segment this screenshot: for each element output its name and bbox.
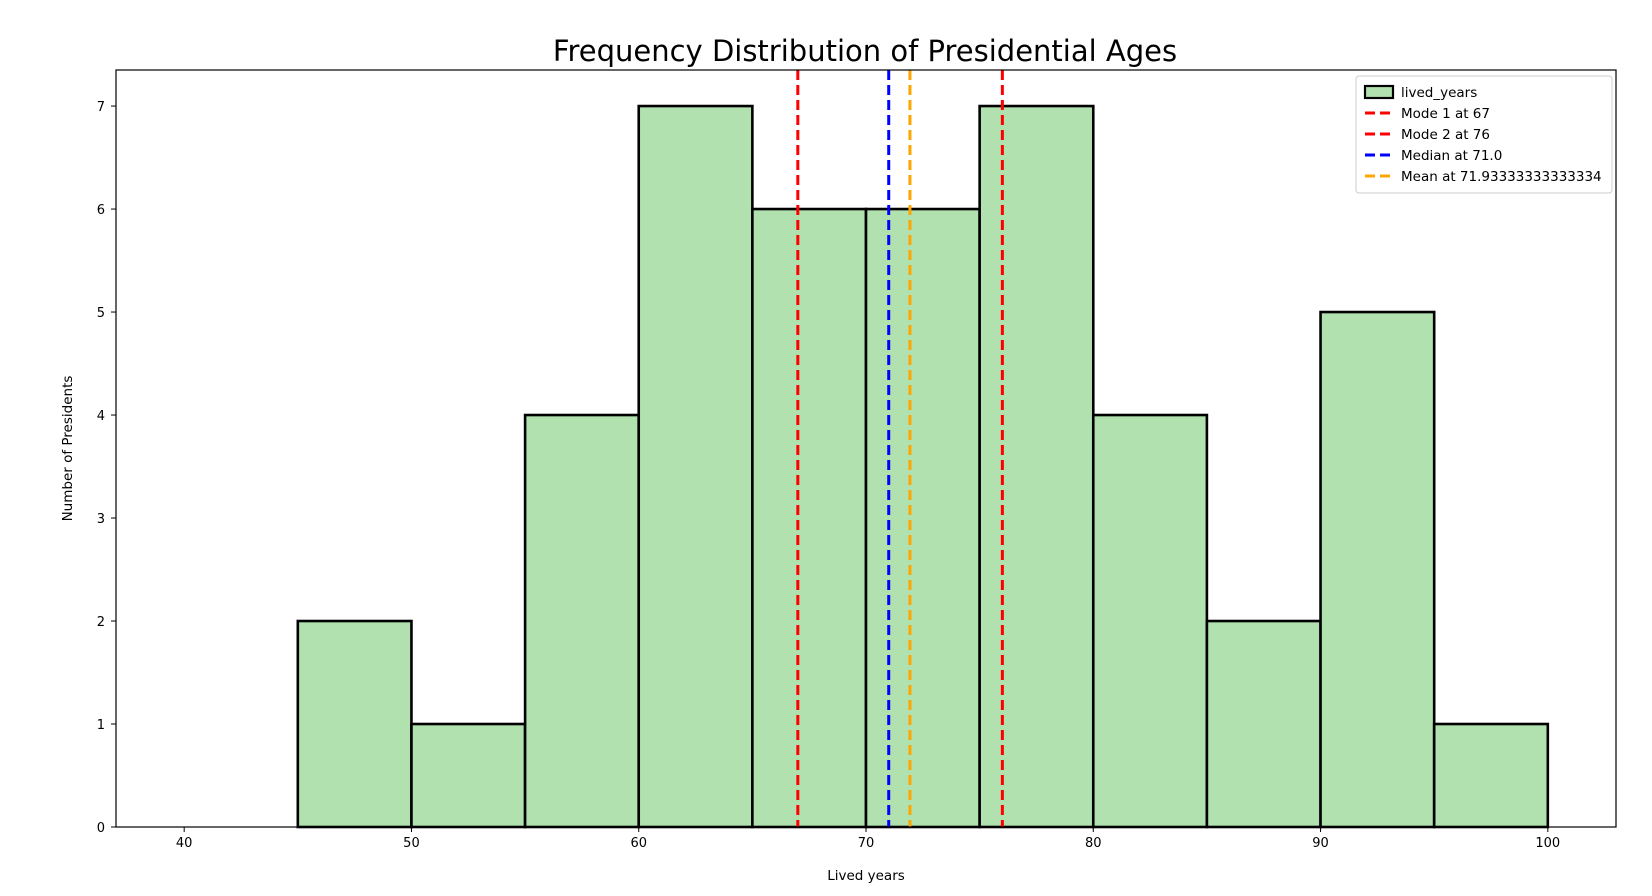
histogram-bar-95-100 — [1432, 722, 1550, 829]
histogram-bar-80-85 — [1091, 413, 1209, 829]
histogram-bar-90-95 — [1319, 310, 1436, 829]
y-tick-label-5: 5 — [97, 306, 105, 321]
x-tick-label-70: 70 — [858, 836, 875, 851]
bars-layer — [296, 104, 1550, 829]
histogram-bar-60-65 — [637, 104, 754, 829]
x-tick-label-40: 40 — [176, 836, 193, 851]
y-axis-label: Number of Presidents — [60, 376, 76, 522]
histogram-bar-50-55 — [410, 722, 527, 829]
x-tick-label-90: 90 — [1312, 836, 1329, 851]
y-tick-label-6: 6 — [97, 203, 105, 218]
y-axis-ticks: 0 1 2 3 4 5 6 7 — [97, 100, 116, 836]
histogram-bar-45-50 — [296, 619, 413, 829]
histogram-bar-65-70 — [751, 207, 868, 829]
legend-label-line-2: Mode 2 at 76 — [1401, 127, 1490, 143]
legend-swatch-bars — [1363, 84, 1395, 100]
histogram-bar-55-60 — [523, 413, 641, 829]
x-axis-label: Lived years — [827, 868, 905, 884]
legend-label-bars: lived_years — [1401, 85, 1477, 101]
y-tick-label-4: 4 — [97, 409, 105, 424]
legend-box — [1355, 75, 1613, 194]
legend: lived_years Mode 1 at 67 Mode 2 at 76 Media… — [1355, 75, 1613, 194]
reference-lines-layer — [796, 70, 1004, 827]
chart-title: Frequency Distribution of Presidential A… — [553, 34, 1177, 68]
x-axis-ticks: 40 50 60 70 80 90 100 — [176, 827, 1560, 851]
y-tick-label-3: 3 — [97, 512, 105, 527]
y-tick-label-0: 0 — [97, 821, 105, 836]
legend-label-line-1: Mode 1 at 67 — [1401, 106, 1490, 122]
legend-label-line-4: Mean at 71.93333333333334 — [1401, 169, 1602, 185]
legend-label-line-3: Median at 71.0 — [1401, 148, 1502, 164]
y-tick-label-2: 2 — [97, 615, 105, 630]
x-tick-label-50: 50 — [403, 836, 420, 851]
histogram-bar-70-75 — [864, 207, 981, 829]
histogram-bar-85-90 — [1205, 619, 1322, 829]
x-tick-label-100: 100 — [1535, 836, 1560, 851]
histogram-bar-75-80 — [978, 104, 1095, 829]
y-tick-label-7: 7 — [97, 100, 105, 115]
y-tick-label-1: 1 — [97, 718, 105, 733]
x-tick-label-80: 80 — [1085, 836, 1102, 851]
x-tick-label-60: 60 — [630, 836, 647, 851]
